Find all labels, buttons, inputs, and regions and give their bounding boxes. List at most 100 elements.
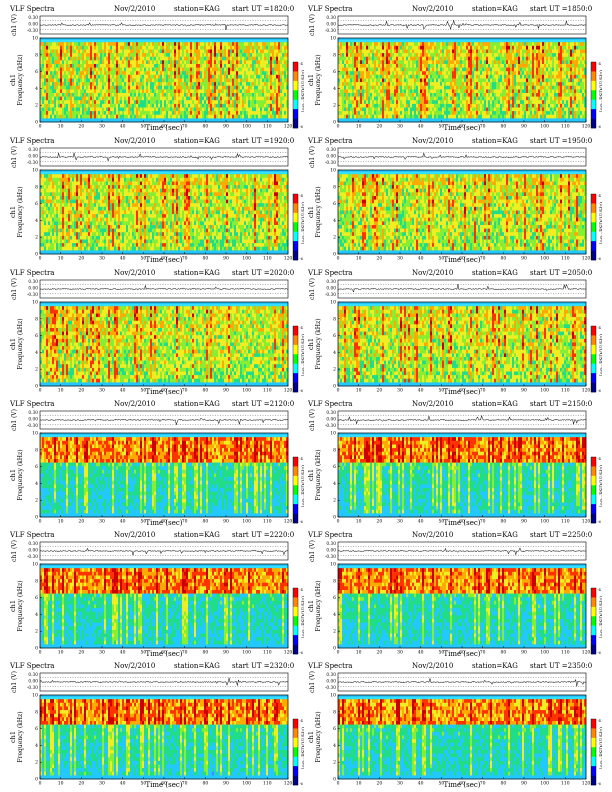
spectrogram-cell [252, 49, 255, 54]
spectrogram-cell [460, 103, 463, 108]
spectrogram-cell [476, 96, 479, 101]
spectrogram-cell [70, 42, 73, 47]
x-tick-label: 110 [263, 124, 272, 130]
spectrogram-cell [394, 85, 397, 90]
panel-title: VLF Spectra Nov/2/2010 station=KAG start UT… [10, 4, 300, 14]
spectrogram-cell [58, 100, 61, 105]
spectrogram-cell [132, 71, 135, 76]
spectrogram-cell [206, 89, 209, 94]
spectrogram-cell [210, 49, 213, 54]
spectrogram-cell [112, 78, 115, 83]
spectrogram-cell [180, 114, 183, 119]
spectrogram-cell [92, 67, 95, 72]
spectrogram-cell [124, 82, 127, 86]
station-label: station=KAG [174, 4, 220, 14]
spectrogram-cell [106, 100, 109, 105]
spectrogram-cell [44, 42, 47, 47]
spectrogram-cell [216, 45, 219, 50]
spectrogram-cell [366, 74, 369, 79]
spectrogram-cell [64, 103, 67, 108]
spectrogram-cell [150, 71, 153, 76]
spectrogram-cell [46, 74, 49, 79]
spectrogram-cell [106, 107, 109, 112]
spectrogram-cell [118, 71, 121, 76]
spectrogram-cell [344, 53, 347, 57]
spectrogram-cell [206, 100, 209, 105]
spectrogram-cell [282, 71, 285, 76]
spectrogram-cell [280, 82, 283, 86]
spectrogram-cell [252, 56, 255, 61]
spectrogram-cell [354, 107, 357, 112]
spectrogram-cell [428, 60, 431, 65]
spectrogram-cell [398, 64, 401, 68]
spectrogram-cell [72, 103, 75, 108]
spectrogram-cell [358, 89, 361, 94]
spectrogram-cell [394, 107, 397, 112]
spectrogram-cell [254, 49, 257, 54]
spectrogram-cell [54, 60, 57, 65]
spectrogram-cell [88, 64, 91, 68]
spectrogram-cell [220, 85, 223, 90]
spectrogram-cell [108, 85, 111, 90]
spectrogram-cell [424, 89, 427, 94]
spectrogram-cell [340, 60, 343, 65]
spectrogram-cell [352, 56, 355, 61]
spectrogram-cell [224, 42, 227, 47]
spectrogram-cell [102, 100, 105, 105]
spectrogram-cell [362, 93, 365, 97]
spectrogram-cell [174, 45, 177, 50]
spectrogram-cell [90, 49, 93, 54]
spectrogram-cell [274, 56, 277, 61]
spectrogram-cell [530, 67, 533, 72]
spectrogram-cell [282, 64, 285, 68]
spectrogram-cell [246, 82, 249, 86]
spectrogram-cell [506, 49, 509, 54]
spectrogram-cell [66, 60, 69, 65]
spectrogram-cell [210, 78, 213, 83]
spectrogram-cell [266, 71, 269, 76]
spectrogram-cell [502, 107, 505, 112]
spectrogram-cell [408, 60, 411, 65]
spectrogram-cell [358, 71, 361, 76]
spectrogram-cell [398, 45, 401, 50]
spectrogram-cell [230, 96, 233, 101]
spectrogram-cell [506, 64, 509, 68]
spectrogram-cell [378, 89, 381, 94]
spectrogram-cell [98, 89, 101, 94]
spectrogram-cell [96, 111, 99, 115]
spectrogram-cell [456, 49, 459, 54]
spectrogram-cell [58, 60, 61, 65]
spectrogram-cell [188, 111, 191, 115]
spectrogram-cell [70, 49, 73, 54]
spectrogram-cell [132, 56, 135, 61]
spectrogram-cell [54, 42, 57, 47]
spectrogram-cell [350, 96, 353, 101]
spectrogram-cell [372, 100, 375, 105]
spectrogram-cell [268, 45, 271, 50]
spectrogram-cell [208, 78, 211, 83]
spectrogram-cell [408, 118, 411, 123]
spectrogram-cell [62, 64, 65, 68]
spectrogram-cell [378, 78, 381, 83]
spectrogram-cell [68, 89, 71, 94]
spectrogram-cell [200, 93, 203, 97]
spectrogram-cell [468, 85, 471, 90]
spectrogram-cell [42, 107, 45, 112]
spectrogram-cell [178, 100, 181, 105]
spectrogram-cell [400, 71, 403, 76]
spectrogram-cell [492, 74, 495, 79]
spectrogram-cell [190, 42, 193, 47]
spectrogram-cell [472, 45, 475, 50]
spectrogram-cell [470, 56, 473, 61]
spectrogram-cell [68, 85, 71, 90]
spectrogram-cell [192, 49, 195, 54]
spectrogram-cell [466, 89, 469, 94]
spectrogram-cell [78, 74, 81, 79]
spectrogram-cell [40, 111, 43, 115]
spectrogram-cell [60, 53, 63, 57]
spectrogram-cell [146, 89, 149, 94]
spectrogram-cell [230, 74, 233, 79]
spectrogram-cell [124, 60, 127, 65]
spectrogram-cell [460, 71, 463, 76]
spectrogram-cell [390, 107, 393, 112]
